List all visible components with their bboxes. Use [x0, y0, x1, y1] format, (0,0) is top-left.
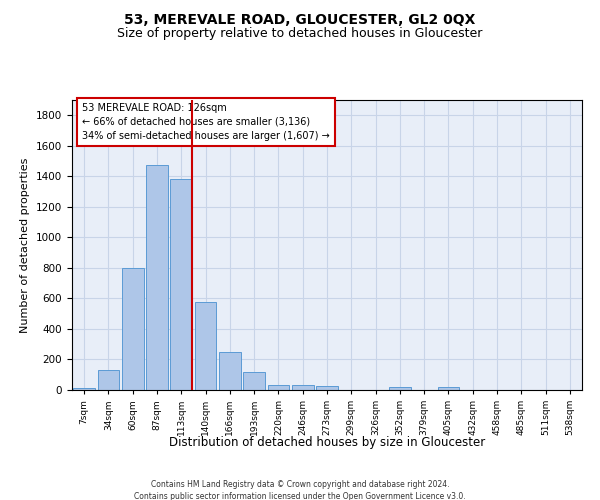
Y-axis label: Number of detached properties: Number of detached properties: [20, 158, 31, 332]
Bar: [97, 370, 119, 390]
Bar: [146, 165, 168, 390]
Text: Contains HM Land Registry data © Crown copyright and database right 2024.
Contai: Contains HM Land Registry data © Crown c…: [134, 480, 466, 500]
Bar: [194, 302, 217, 390]
Bar: [316, 386, 338, 390]
Bar: [389, 387, 411, 390]
Bar: [219, 352, 241, 390]
Bar: [292, 386, 314, 390]
Bar: [437, 387, 460, 390]
Bar: [243, 372, 265, 390]
Text: 53, MEREVALE ROAD, GLOUCESTER, GL2 0QX: 53, MEREVALE ROAD, GLOUCESTER, GL2 0QX: [124, 12, 476, 26]
Bar: [122, 268, 143, 390]
Text: Size of property relative to detached houses in Gloucester: Size of property relative to detached ho…: [118, 28, 482, 40]
Bar: [170, 178, 192, 390]
Text: Distribution of detached houses by size in Gloucester: Distribution of detached houses by size …: [169, 436, 485, 449]
Text: 53 MEREVALE ROAD: 126sqm
← 66% of detached houses are smaller (3,136)
34% of sem: 53 MEREVALE ROAD: 126sqm ← 66% of detach…: [82, 103, 330, 141]
Bar: [73, 388, 95, 390]
Bar: [268, 384, 289, 390]
